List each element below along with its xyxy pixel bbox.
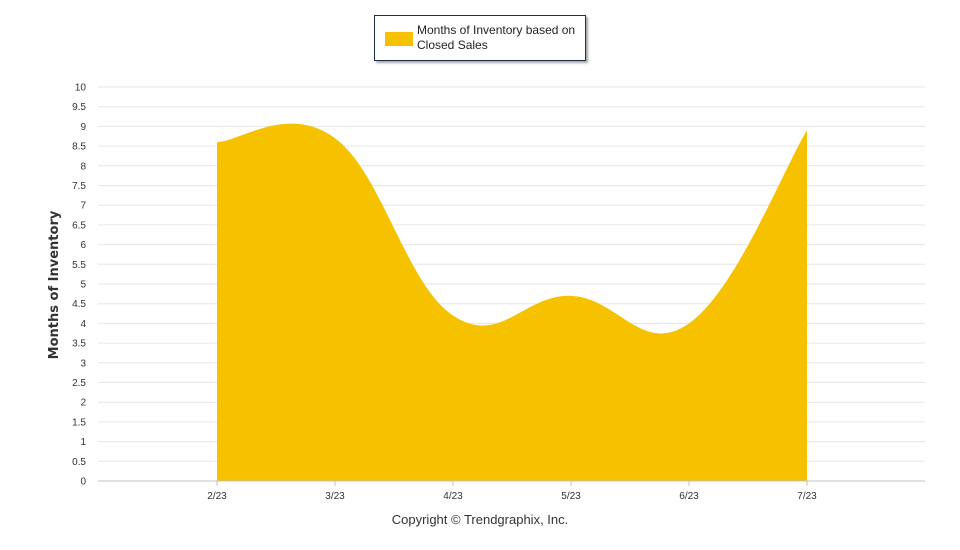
x-tick-label: 3/23	[325, 491, 345, 502]
y-tick-label: 6	[80, 240, 86, 251]
y-tick-label: 8.5	[72, 142, 86, 153]
y-tick-label: 8	[80, 161, 86, 172]
y-axis-label: Months of Inventory	[47, 210, 62, 359]
y-tick-label: 0	[80, 477, 86, 488]
x-tick-label: 4/23	[443, 491, 463, 502]
copyright-footer: Copyright © Trendgraphix, Inc.	[391, 512, 569, 527]
x-tick-label: 6/23	[679, 491, 699, 502]
y-tick-label: 2	[80, 398, 86, 409]
y-tick-label: 10	[75, 83, 87, 94]
y-tick-label: 6.5	[72, 220, 86, 231]
y-tick-label: 9	[80, 122, 86, 133]
x-tick-label: 2/23	[207, 491, 227, 502]
y-tick-label: 3.5	[72, 339, 86, 350]
y-tick-label: 9.5	[72, 102, 86, 113]
x-tick-label: 7/23	[797, 491, 817, 502]
y-tick-label: 4.5	[72, 299, 86, 310]
y-tick-label: 2.5	[72, 378, 86, 389]
area-series	[217, 123, 807, 481]
legend-swatch	[385, 32, 413, 46]
y-tick-label: 7.5	[72, 181, 86, 192]
y-tick-label: 3	[80, 358, 86, 369]
x-tick-labels: 2/23 3/23 4/23 5/23 6/23 7/23	[207, 481, 817, 502]
y-tick-label: 0.5	[72, 457, 86, 468]
y-tick-label: 1	[80, 437, 86, 448]
y-tick-label: 5.5	[72, 260, 86, 271]
y-tick-label: 7	[80, 201, 86, 212]
y-tick-label: 1.5	[72, 417, 86, 428]
legend: Months of Inventory based on Closed Sale…	[374, 15, 586, 61]
y-tick-label: 4	[80, 319, 86, 330]
y-tick-labels: 0 0.5 1 1.5 2 2.5 3 3.5 4 4.5 5 5.5 6 6.5 7 7.5 8 8.5 9 9.5…	[72, 83, 86, 488]
y-tick-label: 5	[80, 280, 86, 291]
x-tick-label: 5/23	[561, 491, 581, 502]
legend-label: Months of Inventory based on Closed Sale…	[417, 23, 576, 52]
